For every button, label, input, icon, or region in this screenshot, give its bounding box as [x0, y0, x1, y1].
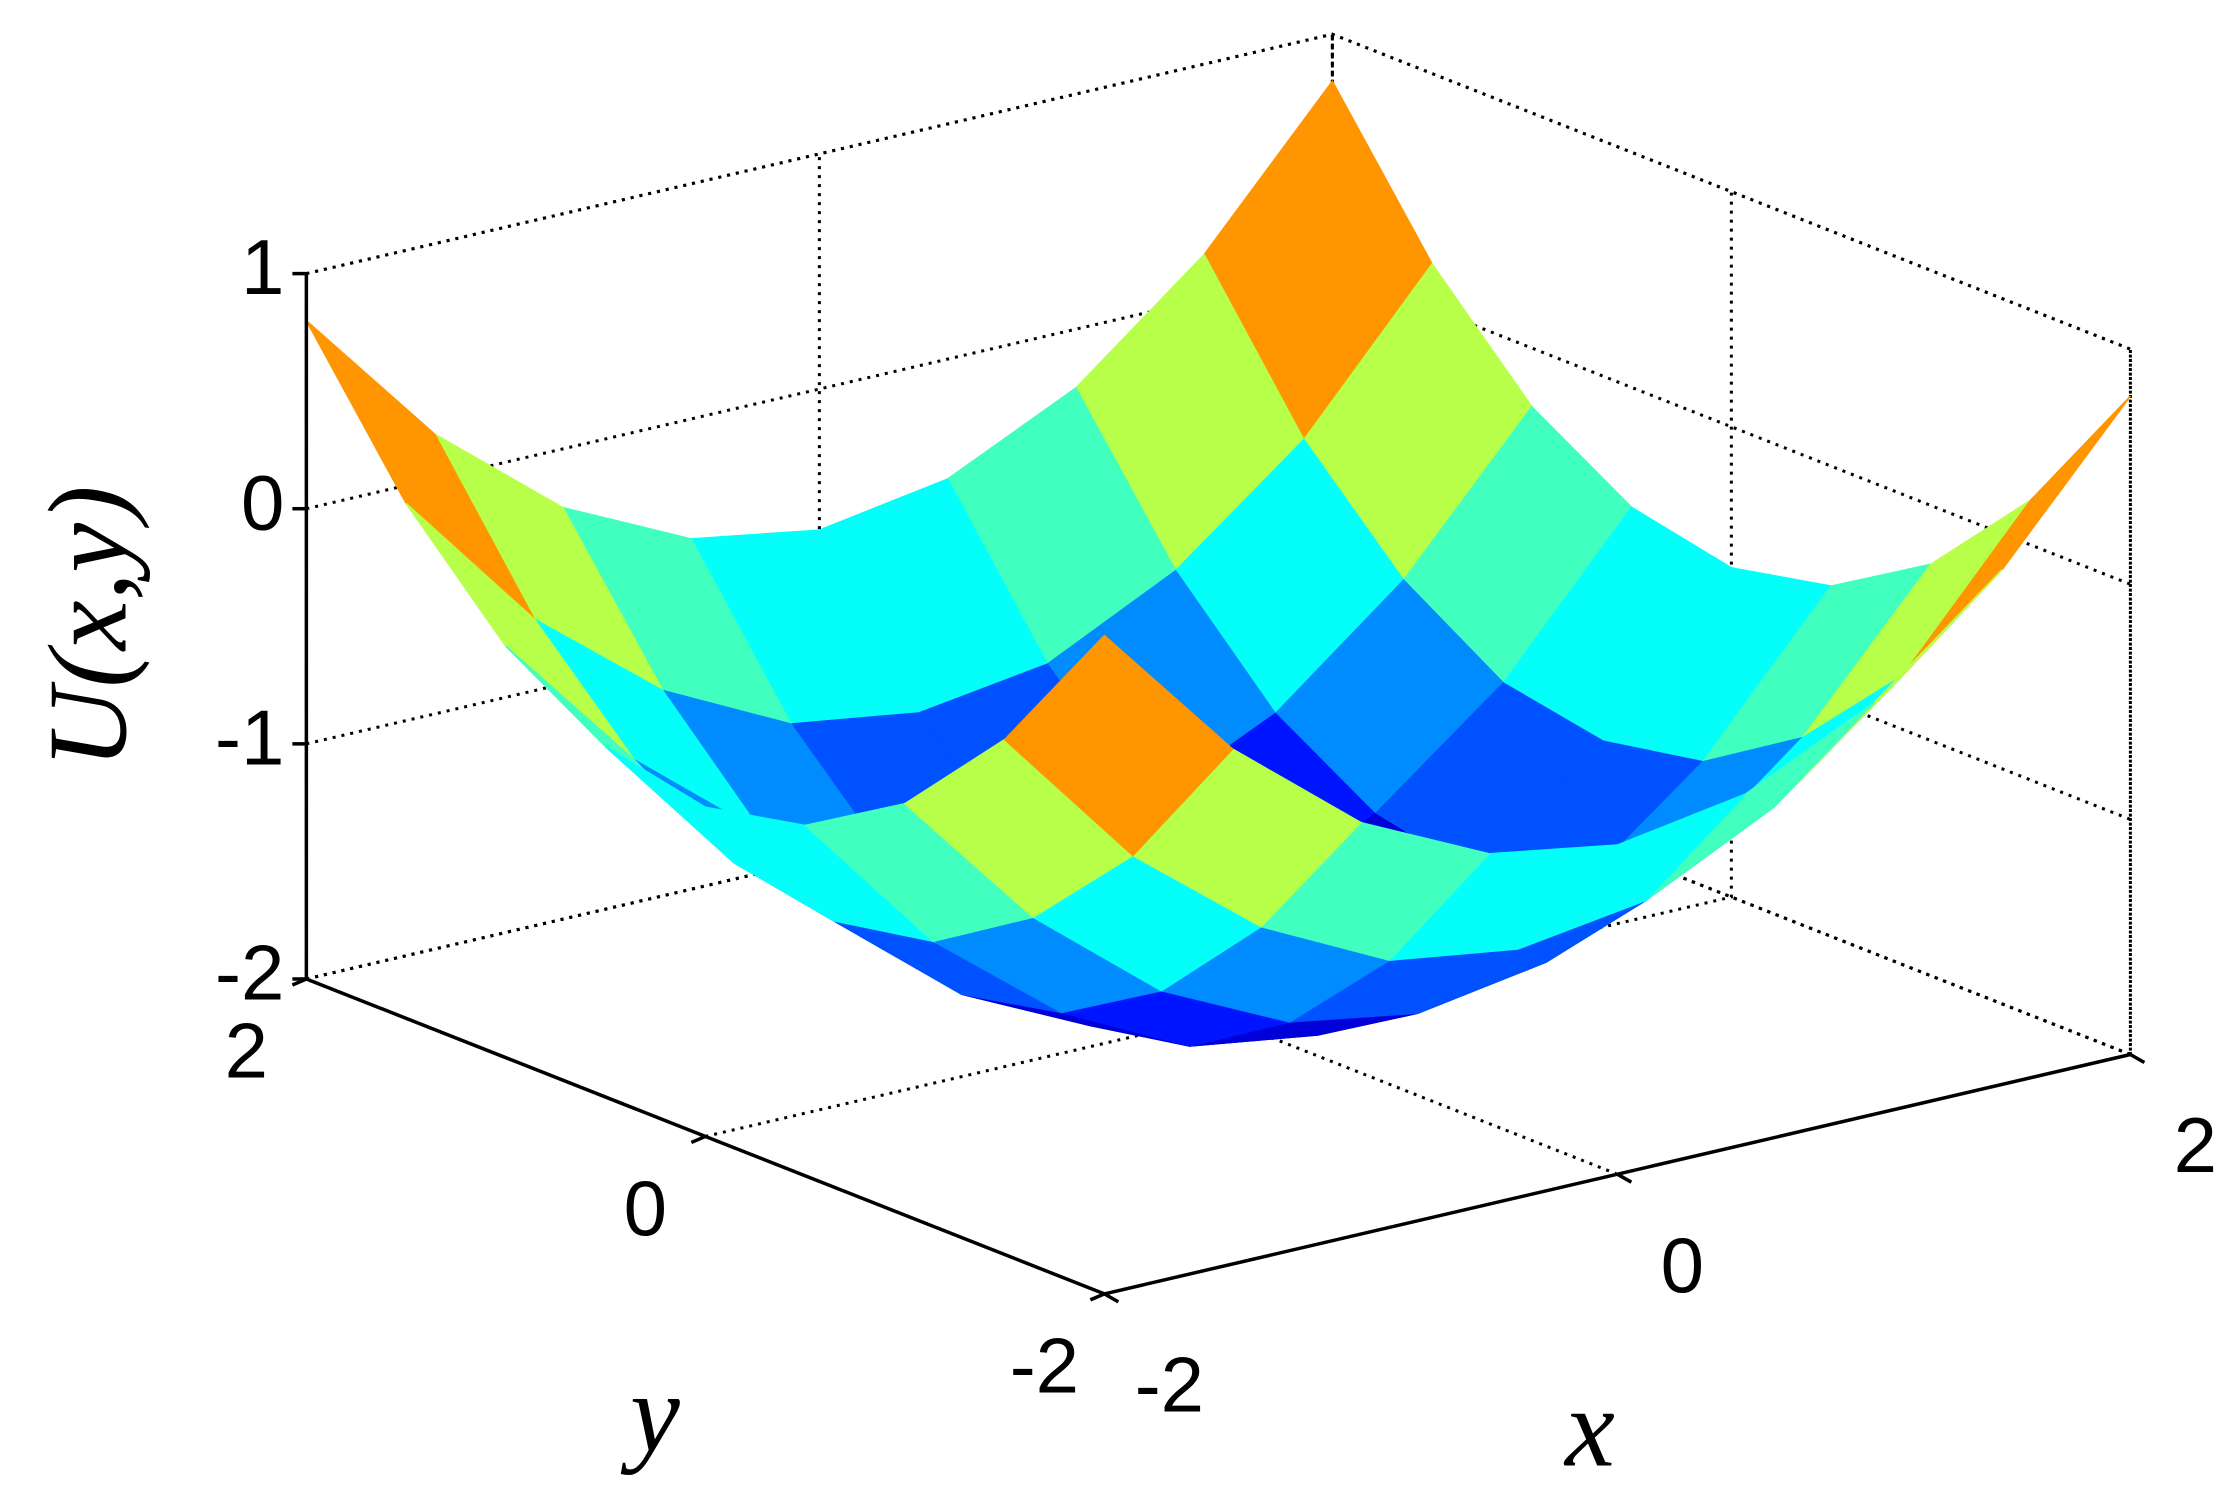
y-tick: [1089, 1292, 1106, 1302]
surface-patch: [1901, 395, 2131, 677]
x-tick: [1616, 1172, 1633, 1184]
x-tick-label: 0: [1661, 1221, 1704, 1309]
x-axis-label: x: [1563, 1367, 1615, 1487]
x-tick: [1103, 1292, 1120, 1304]
y-tick-label: 2: [225, 1007, 268, 1095]
y-axis-label: y: [620, 1352, 680, 1476]
surface-patch: [305, 320, 536, 620]
surface-patch: [1003, 634, 1234, 857]
x-tick-label: 2: [2174, 1101, 2217, 1189]
z-axis-label: U(x,y): [27, 486, 151, 769]
y-tick: [690, 1134, 707, 1145]
x-tick: [2129, 1052, 2146, 1065]
z-tick-label: 0: [241, 458, 284, 546]
y-tick-label: -2: [1010, 1322, 1079, 1410]
grid-line: [705, 191, 1733, 1138]
grid-line: [306, 32, 2131, 351]
y-tick-label: 0: [624, 1164, 667, 1252]
y-tick: [291, 977, 308, 987]
z-tick-label: -2: [215, 929, 284, 1017]
z-tick-label: -1: [215, 693, 284, 781]
x-tick-label: -2: [1135, 1341, 1204, 1429]
z-tick-label: 1: [241, 223, 284, 311]
